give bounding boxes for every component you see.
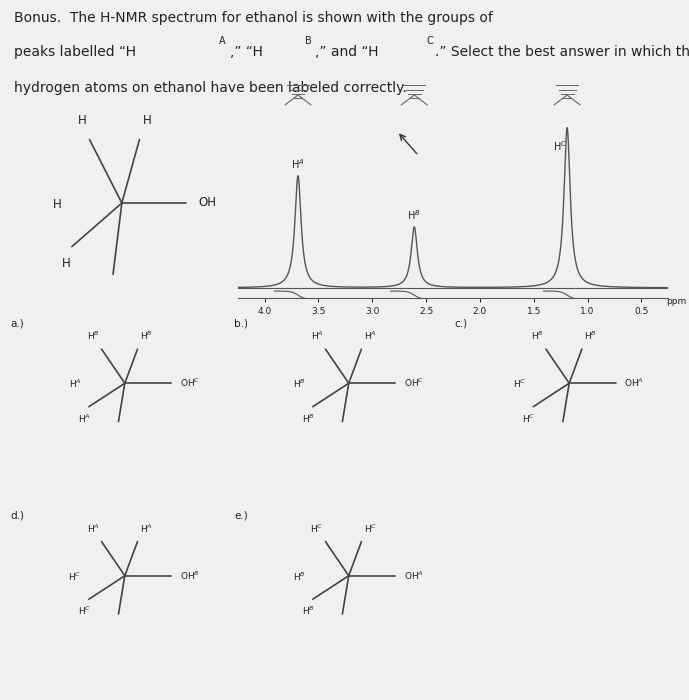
- Text: H$^B$: H$^B$: [140, 330, 152, 342]
- Text: C: C: [426, 36, 433, 46]
- Text: ,” and “H: ,” and “H: [314, 45, 378, 59]
- Text: H$^B$: H$^B$: [87, 330, 99, 342]
- Text: H$^B$: H$^B$: [302, 605, 315, 617]
- Text: OH$^A$: OH$^A$: [404, 570, 424, 582]
- Text: b.): b.): [234, 318, 248, 328]
- Text: Bonus.  The H-NMR spectrum for ethanol is shown with the groups of: Bonus. The H-NMR spectrum for ethanol is…: [14, 11, 493, 25]
- Text: H: H: [53, 198, 62, 211]
- Text: B: B: [305, 36, 311, 46]
- Text: H$^B$: H$^B$: [584, 330, 597, 342]
- Text: H$^B$: H$^B$: [531, 330, 544, 342]
- Text: H$^A$: H$^A$: [69, 378, 82, 391]
- Text: H: H: [143, 114, 151, 127]
- Text: H$^B$: H$^B$: [293, 378, 306, 391]
- Text: ppm: ppm: [666, 297, 686, 306]
- Text: H$^B$: H$^B$: [293, 570, 306, 583]
- Text: e.): e.): [234, 511, 248, 521]
- Text: peaks labelled “H: peaks labelled “H: [14, 45, 136, 59]
- Text: H$^B$: H$^B$: [302, 412, 315, 425]
- Text: hydrogen atoms on ethanol have been labeled correctly.: hydrogen atoms on ethanol have been labe…: [14, 81, 407, 95]
- Text: H$^C$: H$^C$: [513, 378, 526, 391]
- Text: OH$^C$: OH$^C$: [404, 377, 424, 389]
- Text: d.): d.): [10, 511, 24, 521]
- Text: H$^A$: H$^A$: [364, 330, 376, 342]
- Text: H$^B$: H$^B$: [407, 209, 421, 222]
- Text: a.): a.): [10, 318, 24, 328]
- Text: H$^C$: H$^C$: [78, 605, 91, 617]
- Text: ,” “H: ,” “H: [229, 45, 263, 59]
- Text: H$^C$: H$^C$: [364, 522, 377, 535]
- Text: H$^A$: H$^A$: [140, 522, 152, 535]
- Text: H$^A$: H$^A$: [79, 412, 91, 425]
- Text: c.): c.): [455, 318, 468, 328]
- Text: H$^C$: H$^C$: [522, 412, 535, 425]
- Text: .” Select the best answer in which the: .” Select the best answer in which the: [435, 45, 689, 59]
- Text: OH$^B$: OH$^B$: [180, 570, 200, 582]
- Text: H$^C$: H$^C$: [68, 570, 82, 583]
- Text: H$^C$: H$^C$: [553, 139, 567, 153]
- Text: H: H: [78, 114, 87, 127]
- Text: H$^A$: H$^A$: [291, 158, 305, 171]
- Text: H: H: [62, 257, 70, 270]
- Text: OH$^A$: OH$^A$: [624, 377, 644, 389]
- Text: H$^A$: H$^A$: [87, 522, 99, 535]
- Text: OH$^C$: OH$^C$: [180, 377, 200, 389]
- Text: OH: OH: [198, 197, 216, 209]
- Text: H$^A$: H$^A$: [311, 330, 323, 342]
- Text: H$^C$: H$^C$: [310, 522, 323, 535]
- Text: A: A: [219, 36, 225, 46]
